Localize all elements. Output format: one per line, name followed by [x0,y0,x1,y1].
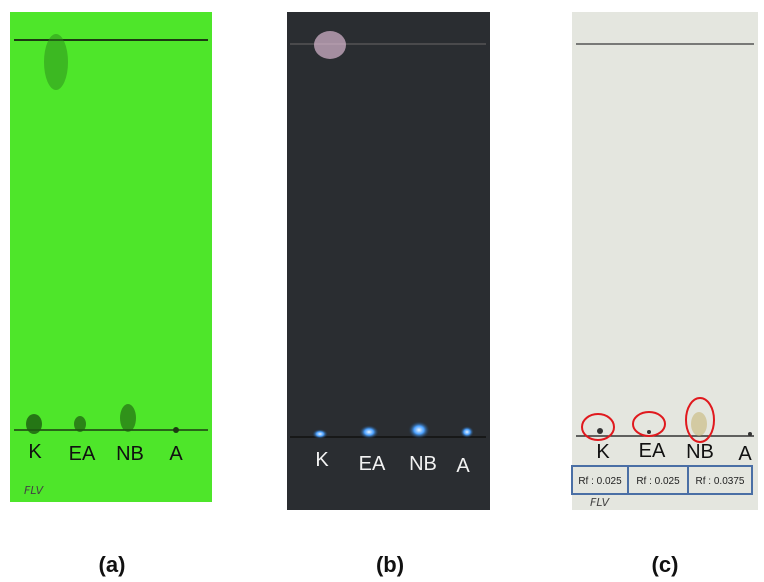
figure: K EA NB A FLV K EA NB A K EA NB A [0,0,764,582]
lane-label: A [738,443,752,465]
spot [74,416,86,432]
spot [44,34,68,90]
plate-c: K EA NB A Rf : 0.025 Rf : 0.025 Rf : 0.0… [572,12,758,510]
spot [691,412,707,436]
spot [647,430,651,434]
plate-a: K EA NB A FLV [10,12,212,502]
spot [120,404,136,432]
rf-value: Rf : 0.0375 [696,476,745,487]
panel-caption: (c) [652,552,679,577]
lane-label: EA [69,443,96,465]
spot [314,31,346,59]
lane-label: NB [116,443,144,465]
panel-caption: (b) [376,552,404,577]
spot [173,427,179,433]
spot [359,425,379,439]
lane-label: K [28,441,42,463]
lane-label: NB [686,441,714,463]
lane-label: A [169,443,183,465]
handwritten-note: FLV [590,496,611,509]
spot [312,429,328,439]
spot [597,428,603,434]
lane-label: K [315,449,329,471]
spot [460,426,474,438]
rf-value: Rf : 0.025 [578,476,622,487]
lane-label: EA [359,453,386,475]
lane-label: K [596,441,610,463]
lane-label: EA [639,440,666,462]
panel-caption: (a) [99,552,126,577]
handwritten-note: FLV [24,484,45,497]
lane-label: NB [409,453,437,475]
spot [408,421,430,439]
rf-value: Rf : 0.025 [636,476,680,487]
spot [26,414,42,434]
plate-b: K EA NB A [287,12,490,510]
spot [748,432,752,436]
lane-label: A [456,455,470,477]
